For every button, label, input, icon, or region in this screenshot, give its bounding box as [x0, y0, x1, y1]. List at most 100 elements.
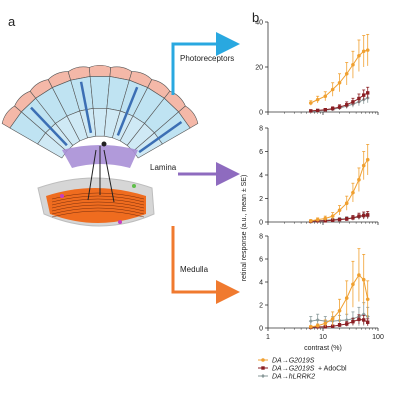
data-point — [315, 323, 320, 328]
data-point — [308, 219, 313, 223]
medulla-stripe — [51, 195, 145, 203]
arrow-photoreceptors — [171, 32, 240, 95]
ommatidia-fan — [1, 64, 199, 159]
label-photoreceptors: Photoreceptors — [180, 54, 234, 63]
medulla-stripe — [51, 201, 145, 209]
y-tick-label: 0 — [259, 220, 263, 227]
chart-lamina: 0 2 4 6 8 — [259, 126, 379, 227]
data-point — [351, 62, 355, 67]
y-tick-label: 6 — [259, 257, 263, 264]
y-tick-label: 4 — [259, 280, 263, 287]
series-line — [310, 49, 368, 104]
series-line — [310, 214, 368, 222]
series-0 — [308, 144, 370, 223]
data-point — [365, 157, 370, 162]
panel-label-b: b — [252, 10, 259, 25]
data-point — [330, 214, 335, 218]
legend-marker — [261, 358, 265, 362]
series-line — [310, 92, 368, 112]
data-point — [330, 106, 335, 111]
data-point — [351, 100, 355, 104]
data-point — [365, 48, 370, 52]
legend-marker — [261, 366, 265, 370]
data-point — [366, 91, 370, 95]
series-1 — [309, 86, 370, 113]
data-point — [337, 323, 342, 327]
medulla-stripe — [51, 207, 145, 215]
legend-label: DA→G2019S — [272, 358, 315, 365]
legend-label-extra: + AdoCbl — [318, 366, 347, 373]
data-point — [361, 277, 366, 282]
data-point — [357, 273, 361, 277]
data-point — [362, 213, 366, 218]
data-point — [315, 108, 320, 113]
neuron-soma — [101, 141, 107, 147]
marker-dot-magenta-2 — [118, 220, 122, 224]
ommatidium-lens — [88, 64, 112, 77]
data-point — [337, 208, 342, 213]
data-point — [323, 108, 327, 112]
chart-medulla: 0 2 4 6 8 1 10 100 contrast (%) — [259, 234, 384, 353]
data-point — [308, 325, 313, 329]
label-lamina: Lamina — [150, 163, 177, 172]
y-tick-label: 0 — [259, 110, 263, 117]
data-point — [345, 103, 349, 107]
data-point — [345, 322, 349, 326]
x-axis-label: contrast (%) — [304, 345, 342, 352]
data-point — [337, 105, 342, 109]
arrow-medulla — [171, 226, 240, 304]
photoreceptor-cell — [79, 81, 93, 134]
data-point — [323, 94, 328, 99]
data-point — [357, 317, 361, 322]
chart-photoreceptors: 0 20 40 — [255, 20, 379, 117]
data-point — [357, 96, 361, 101]
data-point — [337, 308, 342, 313]
data-point — [323, 321, 328, 326]
y-tick-label: 2 — [259, 196, 263, 203]
data-point — [337, 80, 342, 85]
x-tick-label: 1 — [266, 334, 270, 341]
legend-label: DA→G2019S — [272, 366, 315, 373]
data-point — [351, 190, 355, 195]
chart-panel-b: 0 20 40 0 2 4 6 8 0 2 4 6 8 1 10 100 contrast (%) — [255, 20, 384, 353]
photoreceptor-cell — [116, 86, 139, 136]
medulla-stripe — [51, 198, 145, 206]
y-tick-label: 6 — [259, 149, 263, 156]
data-point — [344, 201, 349, 205]
data-point — [323, 216, 328, 221]
data-point — [330, 324, 335, 328]
legend-label: DA→hLRRK2 — [272, 374, 315, 381]
y-tick-label: 2 — [259, 303, 263, 310]
data-point — [351, 216, 355, 220]
series-line — [310, 313, 368, 322]
x-tick-label: 100 — [372, 334, 384, 341]
y-tick-label: 8 — [259, 234, 263, 241]
series-0 — [308, 33, 370, 106]
data-point — [315, 97, 320, 102]
ommatidium-lens — [178, 105, 199, 129]
neuron-projections — [87, 146, 115, 203]
y-tick-label: 4 — [259, 173, 263, 180]
data-point — [351, 282, 355, 287]
data-point — [315, 317, 320, 322]
y-tick-label: 8 — [259, 126, 263, 133]
x-tick-label: 10 — [319, 334, 327, 341]
series-line — [310, 318, 368, 328]
ommatidium-body — [89, 76, 111, 109]
data-point — [366, 320, 370, 324]
marker-dot-magenta — [60, 194, 64, 198]
data-point — [308, 319, 313, 324]
data-point — [337, 217, 342, 222]
medulla-layer — [46, 188, 146, 223]
data-point — [344, 296, 349, 300]
y-tick-label: 0 — [259, 326, 263, 333]
data-point — [330, 87, 335, 92]
data-point — [330, 317, 335, 321]
data-point — [357, 214, 361, 218]
data-point — [357, 177, 361, 182]
series-line — [310, 274, 369, 328]
data-point — [309, 109, 313, 113]
y-axis-label: retinal response (a.u., mean ± SE) — [241, 175, 248, 282]
